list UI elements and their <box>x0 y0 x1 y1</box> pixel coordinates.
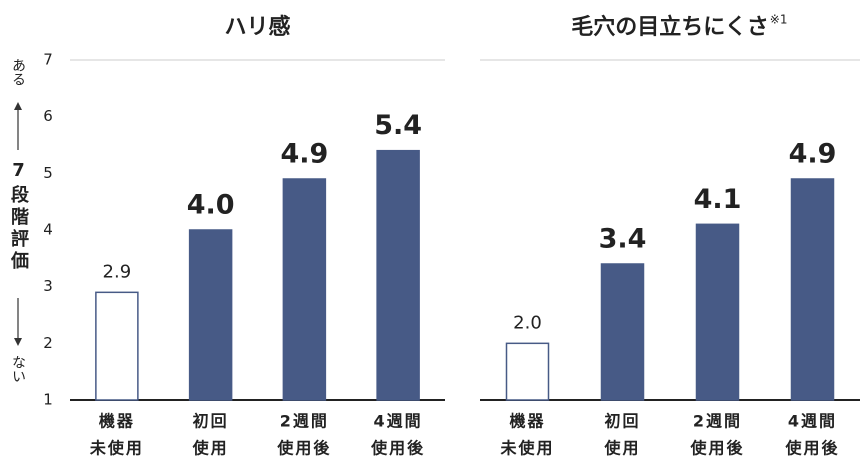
y-label-bottom: ない <box>10 355 26 383</box>
x-tick-label: 使用後 <box>689 439 744 458</box>
x-tick-label: 初回 <box>193 412 229 431</box>
x-tick-label: 機器 <box>99 412 135 431</box>
value-label: 3.4 <box>599 224 647 255</box>
bar <box>282 178 327 401</box>
y-tick-label: 6 <box>43 107 53 125</box>
x-tick-label: 未使用 <box>499 439 554 458</box>
y-tick-label: 7 <box>43 51 53 69</box>
bar <box>790 178 835 401</box>
chart-title: 毛穴の目立ちにくさ <box>571 14 769 40</box>
bar <box>376 149 420 401</box>
x-tick-label: 4週間 <box>788 412 837 431</box>
x-tick-label: 使用 <box>192 439 229 458</box>
arrow-head <box>14 102 22 110</box>
x-tick-label: 初回 <box>604 412 640 431</box>
value-label: 5.4 <box>374 110 422 141</box>
x-tick-label: 4週間 <box>374 412 423 431</box>
value-label: 4.9 <box>789 139 837 170</box>
value-label: 4.0 <box>187 190 235 221</box>
y-label: 7段階評価 <box>8 160 30 273</box>
x-tick-label: 機器 <box>509 412 545 431</box>
y-tick-label: 1 <box>43 391 53 409</box>
x-tick-label: 使用 <box>603 439 640 458</box>
chart-title: ハリ感 <box>224 14 290 40</box>
y-tick-label: 4 <box>43 221 53 239</box>
y-tick-label: 3 <box>43 277 53 295</box>
value-label: 2.0 <box>513 312 542 333</box>
value-label: 4.1 <box>694 184 742 215</box>
x-tick-label: 使用後 <box>370 439 425 458</box>
x-tick-label: 使用後 <box>784 439 839 458</box>
bar <box>505 342 550 401</box>
title-note: ※1 <box>770 13 788 27</box>
x-tick-label: 使用後 <box>276 439 331 458</box>
value-label: 2.9 <box>103 261 132 282</box>
bar <box>695 223 740 401</box>
x-tick-label: 2週間 <box>693 412 742 431</box>
x-tick-label: 未使用 <box>89 439 144 458</box>
y-label-top: ある <box>10 58 26 86</box>
x-tick-label: 2週間 <box>280 412 329 431</box>
bar <box>95 291 139 401</box>
bar <box>600 263 645 401</box>
value-label: 4.9 <box>280 139 328 170</box>
y-tick-label: 2 <box>43 334 53 352</box>
arrow-head <box>14 338 22 346</box>
y-tick-label: 5 <box>43 164 53 182</box>
bar <box>188 229 233 401</box>
